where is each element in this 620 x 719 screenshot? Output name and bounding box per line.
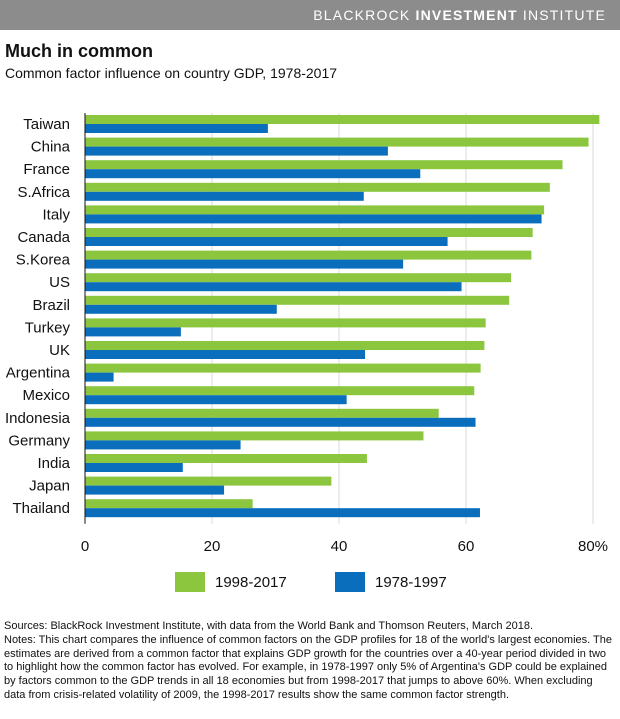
x-tick-label: 60 <box>458 538 475 555</box>
category-label: Italy <box>42 206 70 223</box>
category-label: France <box>23 161 70 178</box>
x-tick-label: 20 <box>204 538 221 555</box>
chart-notes: Sources: BlackRock Investment Institute,… <box>4 620 616 703</box>
bar-1998-2017 <box>85 499 253 509</box>
chart-title: Much in common <box>5 41 153 61</box>
bar-1978-1997 <box>85 214 542 224</box>
bar-1978-1997 <box>85 372 114 382</box>
category-label: Germany <box>8 432 70 449</box>
legend-swatch-green <box>175 572 205 592</box>
bar-1998-2017 <box>85 386 475 396</box>
notes-text: Notes: This chart compares the influence… <box>4 633 613 701</box>
chart-subtitle: Common factor influence on country GDP, … <box>5 65 338 81</box>
legend-label-1998-2017: 1998-2017 <box>215 573 287 591</box>
category-label: Japan <box>29 478 70 495</box>
bar-1998-2017 <box>85 228 533 237</box>
brand-logo: BLACKROCK INVESTMENT INSTITUTE <box>313 7 606 23</box>
category-label: Taiwan <box>23 116 70 133</box>
bar-1998-2017 <box>85 115 600 124</box>
category-label: S.Africa <box>17 184 70 201</box>
category-label: S.Korea <box>16 252 71 269</box>
bar-1978-1997 <box>85 191 364 201</box>
category-label: Indonesia <box>5 410 71 427</box>
bar-1998-2017 <box>85 250 532 260</box>
brand-part-1: BLACKROCK <box>313 7 411 23</box>
legend-swatch-blue <box>335 572 365 592</box>
bar-1998-2017 <box>85 408 439 418</box>
bar-1998-2017 <box>85 273 512 283</box>
brand-part-3: INSTITUTE <box>522 7 606 23</box>
category-label: UK <box>49 342 70 359</box>
x-tick-label: 40 <box>331 538 348 555</box>
bar-1978-1997 <box>85 282 462 292</box>
bar-1998-2017 <box>85 476 332 486</box>
legend-item-1978-1997: 1978-1997 <box>335 572 447 592</box>
bar-1978-1997 <box>85 237 448 246</box>
header-bar: BLACKROCK INVESTMENT INSTITUTE <box>0 0 620 30</box>
bar-chart: 0 20 40 60 80% Taiwan China France S.Africa Italy… <box>5 113 608 555</box>
category-label: Thailand <box>12 500 70 517</box>
sources-text: Sources: BlackRock Investment Institute,… <box>4 620 534 632</box>
bar-1978-1997 <box>85 259 404 269</box>
category-label: Argentina <box>6 365 71 382</box>
bar-1978-1997 <box>85 350 366 359</box>
category-label: Mexico <box>22 387 70 404</box>
bar-1998-2017 <box>85 137 589 147</box>
bar-1998-2017 <box>85 431 424 441</box>
bar-1978-1997 <box>85 146 388 156</box>
bar-1998-2017 <box>85 160 563 170</box>
bar-1998-2017 <box>85 318 486 328</box>
bar-1978-1997 <box>85 169 421 179</box>
x-tick-label: 80% <box>578 538 608 555</box>
bar-1998-2017 <box>85 205 545 215</box>
x-tick-label: 0 <box>81 538 89 555</box>
bar-1978-1997 <box>85 440 241 450</box>
bar-1998-2017 <box>85 341 485 350</box>
bar-1998-2017 <box>85 295 510 305</box>
bar-1998-2017 <box>85 454 367 463</box>
category-label: China <box>31 139 71 156</box>
legend-label-1978-1997: 1978-1997 <box>375 573 447 591</box>
category-label: Brazil <box>32 297 70 314</box>
category-label: Turkey <box>25 319 71 336</box>
bar-1978-1997 <box>85 508 480 518</box>
bar-1978-1997 <box>85 327 181 337</box>
bar-1998-2017 <box>85 182 550 192</box>
category-label: India <box>37 455 70 472</box>
legend-item-1998-2017: 1998-2017 <box>175 572 287 592</box>
category-label: Canada <box>17 229 70 246</box>
bar-1978-1997 <box>85 417 476 427</box>
category-label: US <box>49 274 70 291</box>
bar-1978-1997 <box>85 463 183 472</box>
bar-1978-1997 <box>85 304 277 314</box>
bar-1978-1997 <box>85 124 268 133</box>
bar-1978-1997 <box>85 395 347 405</box>
bar-1978-1997 <box>85 485 225 495</box>
bar-1998-2017 <box>85 363 481 373</box>
brand-part-2: INVESTMENT <box>415 7 518 23</box>
